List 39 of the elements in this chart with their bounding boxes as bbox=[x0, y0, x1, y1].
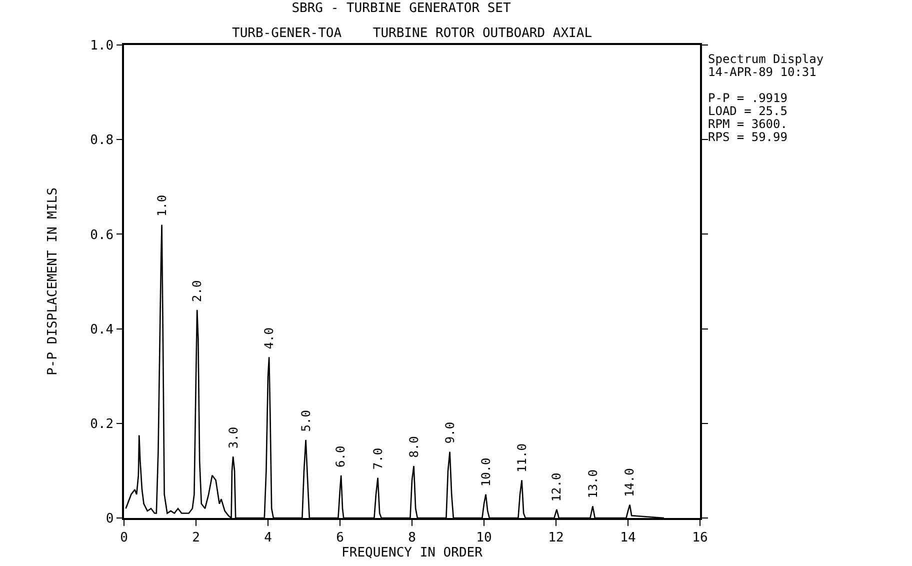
annotation: 3.0 bbox=[226, 426, 241, 449]
x-tick-label: 6 bbox=[336, 530, 344, 546]
text: 14-APR-89 10:31 bbox=[708, 65, 816, 79]
annotation: 10.0 bbox=[478, 458, 493, 487]
x-tick-label: 16 bbox=[692, 530, 708, 546]
text: P-P = .9919 bbox=[708, 91, 788, 105]
annotation: 1.0 bbox=[155, 194, 170, 217]
annotation: 6.0 bbox=[334, 446, 348, 468]
annotation: 9.0 bbox=[443, 422, 458, 444]
y-tick-label: 1.0 bbox=[90, 38, 114, 54]
y-tick-label: 0.6 bbox=[90, 228, 114, 243]
annotation: 2.0 bbox=[190, 280, 204, 302]
text: Spectrum Display bbox=[708, 52, 824, 66]
annotation: 14.0 bbox=[622, 468, 637, 498]
y-tick-label: 0.8 bbox=[90, 133, 114, 148]
x-tick-label: 4 bbox=[264, 530, 272, 546]
y-tick-label: 0.4 bbox=[90, 322, 114, 338]
x-tick-label: 0 bbox=[120, 530, 128, 546]
annotation: 4.0 bbox=[262, 328, 276, 350]
chart-title: SBRG - TURBINE GENERATOR SET bbox=[292, 0, 512, 16]
annotation: 7.0 bbox=[371, 448, 385, 470]
chart-subtitle: TURB-GENER-TOA TURBINE ROTOR OUTBOARD AXIAL bbox=[232, 26, 592, 41]
x-tick-label: 8 bbox=[408, 530, 416, 546]
x-tick-label: 12 bbox=[548, 530, 564, 546]
x-tick-label: 10 bbox=[476, 530, 492, 546]
y-axis-title: P-P DISPLACEMENT IN MILS bbox=[46, 188, 61, 376]
x-tick-label: 14 bbox=[620, 530, 636, 546]
text: RPM = 3600. bbox=[708, 117, 788, 131]
y-tick-label: 0.2 bbox=[90, 416, 114, 432]
x-tick-label: 2 bbox=[192, 530, 200, 546]
text: LOAD = 25.5 bbox=[708, 104, 788, 118]
annotation: 12.0 bbox=[550, 472, 564, 502]
y-tick-label: 0 bbox=[106, 512, 114, 527]
annotation: 5.0 bbox=[298, 410, 313, 432]
annotation: 8.0 bbox=[406, 436, 421, 458]
text: RPS = 59.99 bbox=[708, 130, 788, 144]
annotation: 11.0 bbox=[515, 444, 530, 472]
x-axis-title: FREQUENCY IN ORDER bbox=[342, 545, 483, 560]
annotation: 13.0 bbox=[586, 469, 600, 498]
